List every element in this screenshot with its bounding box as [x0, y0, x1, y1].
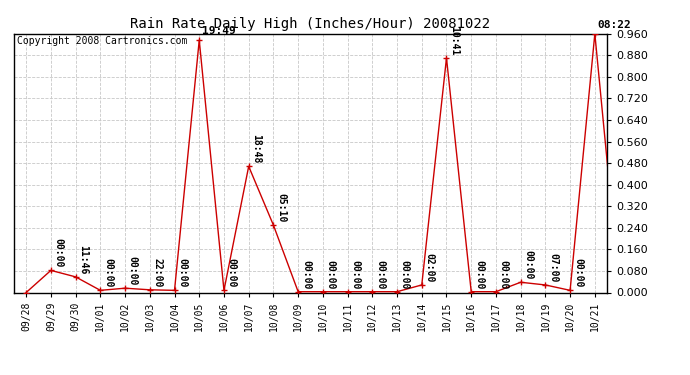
Text: 19:49: 19:49 [202, 26, 236, 36]
Text: 08:22: 08:22 [598, 20, 631, 30]
Text: 07:00: 07:00 [548, 253, 558, 282]
Text: 11:46: 11:46 [79, 245, 88, 274]
Text: 00:00: 00:00 [128, 256, 138, 285]
Text: 00:00: 00:00 [0, 374, 1, 375]
Text: 00:00: 00:00 [375, 260, 385, 289]
Text: 00:00: 00:00 [227, 258, 237, 288]
Text: 00:00: 00:00 [54, 238, 63, 268]
Text: 18:48: 18:48 [251, 134, 262, 164]
Text: 00:00: 00:00 [301, 260, 311, 289]
Text: 00:00: 00:00 [177, 258, 187, 288]
Text: Copyright 2008 Cartronics.com: Copyright 2008 Cartronics.com [17, 36, 187, 46]
Text: 00:00: 00:00 [499, 260, 509, 289]
Text: 10:41: 10:41 [449, 26, 460, 55]
Text: 00:00: 00:00 [103, 258, 113, 288]
Text: 00:00: 00:00 [351, 260, 360, 289]
Title: Rain Rate Daily High (Inches/Hour) 20081022: Rain Rate Daily High (Inches/Hour) 20081… [130, 17, 491, 31]
Text: 00:00: 00:00 [573, 258, 583, 288]
Text: 02:00: 02:00 [424, 253, 435, 282]
Text: 00:00: 00:00 [326, 260, 335, 289]
Text: 00:00: 00:00 [400, 260, 410, 289]
Text: 22:00: 22:00 [152, 258, 163, 287]
Text: 00:00: 00:00 [524, 250, 533, 279]
Text: 05:10: 05:10 [276, 193, 286, 222]
Text: 00:00: 00:00 [474, 260, 484, 289]
